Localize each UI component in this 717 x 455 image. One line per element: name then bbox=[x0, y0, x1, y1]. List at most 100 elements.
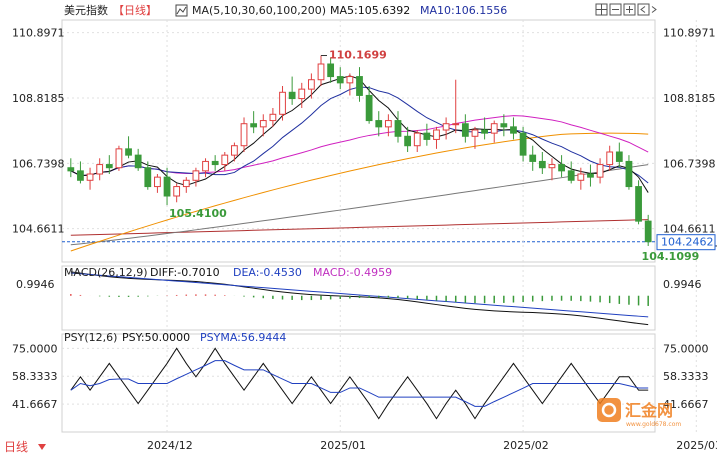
panel-border bbox=[61, 265, 656, 331]
main-ytick-right: 110.8971 bbox=[663, 27, 716, 40]
macd-ytick-right: 0.9946 bbox=[663, 278, 702, 291]
candle-body bbox=[307, 79, 315, 90]
candle-body bbox=[336, 76, 344, 84]
psy-line bbox=[70, 347, 649, 420]
candle-body bbox=[192, 170, 200, 181]
candle-body bbox=[548, 164, 556, 169]
candle-body bbox=[510, 126, 517, 134]
candle-body bbox=[567, 170, 575, 181]
candle-body bbox=[625, 160, 633, 188]
ma200-line bbox=[70, 219, 649, 236]
candle-body bbox=[529, 154, 537, 162]
candle-body bbox=[490, 123, 498, 134]
plus-icon[interactable] bbox=[623, 3, 636, 16]
gold678-logo: 汇金网 www.gold678.com bbox=[597, 398, 681, 428]
grid-lines bbox=[61, 19, 697, 433]
psy-value: PSY:50.0000 bbox=[122, 331, 190, 344]
period-tab[interactable]: 日线 bbox=[4, 440, 28, 454]
x-tick-label: 2025/02 bbox=[503, 439, 549, 452]
candle-body bbox=[452, 123, 460, 126]
panel-border bbox=[61, 333, 656, 433]
candle-body bbox=[413, 132, 421, 147]
x-tick-label: 2024/12 bbox=[147, 439, 193, 452]
macd-value: MACD:-0.4959 bbox=[313, 266, 392, 279]
psyma-line bbox=[70, 360, 649, 407]
macd-ytick-left: 0.9946 bbox=[16, 278, 55, 291]
candle-body bbox=[442, 123, 450, 131]
scroll-right-icon[interactable] bbox=[651, 6, 657, 13]
candle-body bbox=[221, 154, 229, 166]
panel-border bbox=[61, 19, 656, 263]
low-annotation-2: 104.1099 bbox=[642, 250, 700, 263]
main-ytick-left: 104.6611 bbox=[12, 223, 65, 236]
candle-body bbox=[173, 186, 181, 197]
candle-body bbox=[404, 135, 412, 147]
candle-body bbox=[356, 76, 363, 96]
macd-diff-value: DIFF:-0.7010 bbox=[150, 266, 220, 279]
candle-body bbox=[471, 129, 479, 137]
current-price-tag bbox=[656, 234, 716, 251]
candle-body bbox=[327, 63, 335, 78]
scroll-left-icon[interactable] bbox=[637, 3, 650, 16]
psyma-value: PSYMA:56.9444 bbox=[200, 331, 286, 344]
candle-body bbox=[423, 132, 431, 140]
candle-body bbox=[211, 160, 219, 166]
psy-ytick-left: 41.6667 bbox=[12, 398, 58, 411]
candle-body bbox=[596, 164, 604, 178]
candle-body bbox=[67, 167, 75, 172]
minus-icon[interactable] bbox=[609, 3, 622, 16]
psy-ytick-right: 75.0000 bbox=[663, 342, 709, 355]
candle-body bbox=[250, 123, 258, 128]
main-ytick-left: 110.8971 bbox=[12, 27, 65, 40]
ma-label: MA(5,10,30,60,100,200) bbox=[192, 4, 326, 17]
candle-body bbox=[134, 154, 142, 169]
psy-ytick-left: 75.0000 bbox=[12, 342, 58, 355]
candle-body bbox=[163, 176, 171, 197]
candle-body bbox=[125, 148, 132, 156]
ma5-value: MA5:105.6392 bbox=[330, 4, 410, 17]
candle-body bbox=[538, 160, 546, 169]
main-ytick-right: 106.7398 bbox=[663, 157, 716, 170]
period-label[interactable]: 【日线】 bbox=[113, 3, 157, 17]
candle-body bbox=[269, 113, 277, 122]
psy-label: PSY(12,6) bbox=[64, 331, 117, 344]
psy-ytick-right: 58.3333 bbox=[663, 370, 709, 383]
psy-ytick-left: 58.3333 bbox=[12, 370, 58, 383]
main-ytick-right: 104.6611 bbox=[663, 223, 716, 236]
macd-label: MACD(26,12,9) bbox=[64, 266, 148, 279]
candle-body bbox=[279, 91, 286, 115]
period-dropdown-icon[interactable] bbox=[38, 444, 46, 450]
psy-ytick-right: 41.6667 bbox=[663, 398, 709, 411]
candle-body bbox=[346, 76, 354, 84]
candle-body bbox=[317, 63, 325, 81]
layout-icon[interactable] bbox=[595, 3, 608, 16]
x-tick-label: 2025/01 bbox=[320, 439, 366, 452]
candle-body bbox=[606, 151, 614, 166]
candle-body bbox=[202, 160, 209, 172]
candle-body bbox=[259, 120, 267, 128]
watermark-sub: www.gold678.com bbox=[626, 421, 681, 428]
candle-body bbox=[394, 120, 402, 137]
current-price-value: 104.2462 bbox=[661, 236, 714, 249]
candle-body bbox=[558, 164, 565, 172]
symbol-label: 美元指数 bbox=[64, 3, 108, 17]
high-annotation: 110.1699 bbox=[329, 49, 387, 62]
candle-body bbox=[240, 123, 248, 147]
ma-settings-icon[interactable] bbox=[175, 4, 188, 17]
candle-body bbox=[384, 120, 392, 128]
watermark-text: 汇金网 bbox=[625, 401, 673, 420]
x-tick-label: 2025/03 bbox=[676, 439, 717, 452]
candle-body bbox=[144, 167, 152, 188]
main-ytick-right: 108.8185 bbox=[663, 92, 716, 105]
macd-dea-value: DEA:-0.4530 bbox=[233, 266, 302, 279]
candle-body bbox=[577, 173, 585, 181]
candle-body bbox=[86, 173, 94, 181]
psy-panel bbox=[70, 347, 649, 420]
candle-body bbox=[231, 145, 238, 156]
candle-body bbox=[105, 164, 113, 169]
candle-body bbox=[635, 186, 642, 222]
candle-body bbox=[182, 179, 190, 188]
candle-body bbox=[375, 120, 383, 128]
candle-body bbox=[115, 148, 123, 169]
